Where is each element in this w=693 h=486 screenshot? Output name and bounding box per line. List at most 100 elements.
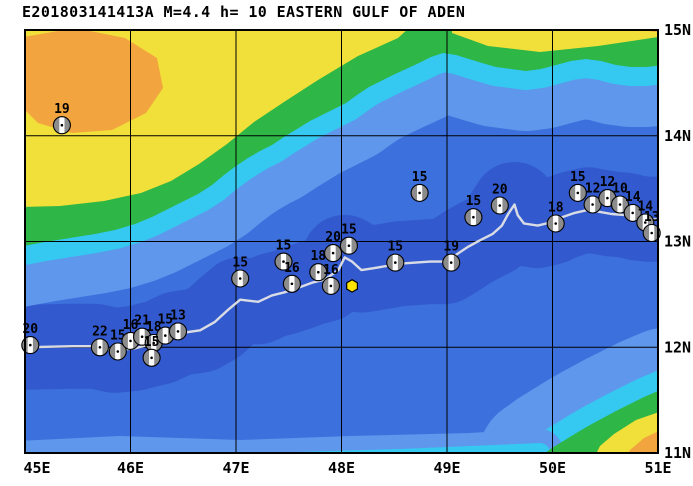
beachball-outline [309,263,328,282]
focal-mechanism-beachball: 15 [274,239,293,271]
beachball-outline [324,244,343,263]
beachball-outline [546,214,565,233]
beachball-outline [274,252,293,271]
beachball-outline [410,183,429,202]
geography-layer [25,30,658,453]
focal-mechanism-beachball: 15 [568,170,587,202]
beachball-outline [282,274,301,293]
lon-tick-label: 45E [23,459,50,477]
beachball-outline [90,338,109,357]
beachball-center-dot [498,204,502,207]
beachball-center-dot [116,350,120,353]
beachball-outline [464,208,483,227]
somalia-highland [628,431,658,453]
focal-mechanism-beachball: 18 [309,249,328,282]
beachball-outline [168,322,188,341]
depth-label: 14 [625,190,641,205]
beachball-center-dot [418,191,421,195]
depth-label: 16 [323,263,339,278]
focal-mechanism-beachball: 16 [282,261,301,293]
focal-mechanism-beachball: 15 [339,223,358,255]
depth-label: 14 [637,200,653,215]
depth-label: 13 [644,210,660,225]
depth-label: 15 [144,335,160,350]
yemen-highland [25,30,163,133]
beachball-outline [21,336,40,355]
depth-label: 20 [325,230,341,245]
lon-tick-label: 49E [433,459,460,477]
focal-mechanism-beachball: 13 [168,308,188,341]
focal-mechanism-beachball: 15 [410,170,429,202]
focal-mechanism-beachball: 20 [324,230,343,263]
focal-mechanism-beachball: 14 [636,200,655,232]
beachball-center-dot [591,203,594,206]
depth-label: 10 [612,182,628,197]
yemen-midland-east [452,30,658,52]
beachball-center-dot [347,244,351,247]
beachball-center-dot [238,277,242,280]
beachball-outline [386,253,405,272]
depth-label: 15 [412,170,428,185]
depth-label: 13 [170,308,186,323]
focal-mechanism-beachball: 15 [142,335,161,367]
depth-label: 22 [92,324,108,339]
figure-title: E201803141413A M=4.4 h= 10 EASTERN GULF … [22,3,466,21]
beachball-center-dot [554,222,557,225]
beachball-center-dot [576,191,580,195]
beachball-outline [142,348,161,367]
depth-label: 15 [157,313,173,328]
beachball-outline [610,195,630,214]
beachball-outline [339,236,358,255]
lat-tick-label: 11N [664,444,691,462]
focal-mechanism-beachball: 18 [546,201,565,233]
beachball-center-dot [176,330,180,333]
beachball-outline [108,342,127,361]
depth-label: 20 [492,183,508,198]
beachball-center-dot [449,261,453,264]
axis-labels: 45E 46E 47E 48E 49E 50E 51E 15N 14N 13N 12N 11N [23,21,691,477]
beachball-outline [623,203,642,222]
beachball-center-dot [472,215,475,219]
beachball-center-dot [164,334,167,337]
beachball-center-dot [650,231,653,235]
depth-label: 20 [22,322,38,337]
depth-label: 18 [310,249,326,264]
lat-tick-label: 12N [664,338,691,356]
beachball-center-dot [152,341,155,345]
lon-tick-label: 46E [117,459,144,477]
lon-tick-label: 48E [328,459,355,477]
depth-label: 16 [123,318,139,333]
lon-tick-label: 47E [222,459,249,477]
beachball-outline [231,269,250,288]
focal-mechanism-beachball: 15 [386,240,405,272]
beachball-center-dot [29,343,32,347]
depth-label: 15 [466,194,482,209]
beachball-center-dot [394,261,397,264]
depth-label: 19 [54,102,70,117]
map-frame [24,29,659,454]
depth-label: 15 [232,256,248,271]
depth-label: 21 [134,314,150,329]
lon-tick-label: 50E [539,459,566,477]
focal-mechanism-beachball: 19 [52,102,71,135]
beachball-center-dot [644,221,647,224]
beachball-center-dot [282,260,285,263]
depth-label: 18 [548,201,564,216]
beachball-center-dot [631,211,634,215]
focal-mechanism-beachball: 15 [231,256,250,288]
focal-mechanism-beachball: 14 [623,190,642,222]
depth-label: 15 [387,240,403,255]
focal-mechanism-beachball: 16 [321,263,340,295]
beachball-center-dot [290,282,294,286]
lon-tick-label: 51E [644,459,671,477]
beachball-outline [442,253,461,272]
depth-label: 15 [341,223,357,238]
depth-label: 19 [443,240,459,255]
focal-mechanism-beachball: 15 [108,329,127,361]
focal-mechanism-beachball: 20 [490,183,509,215]
beachball-outline [568,183,587,202]
beachball-center-dot [331,251,335,255]
